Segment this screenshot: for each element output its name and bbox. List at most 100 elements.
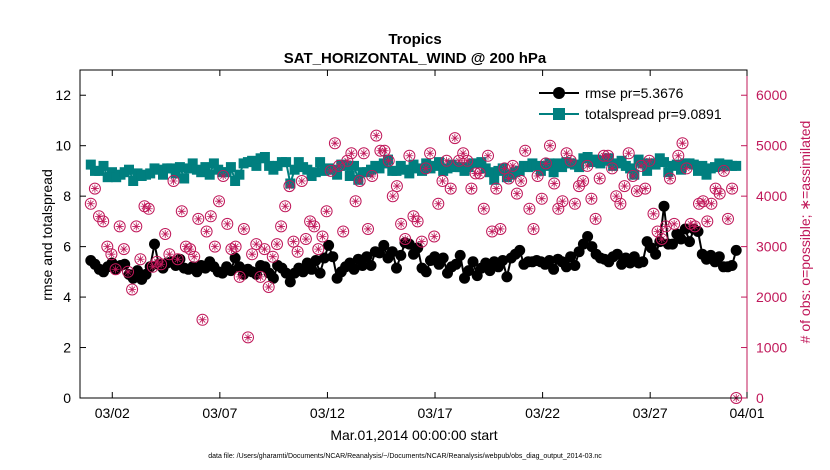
- rmse-point: [348, 263, 360, 275]
- chart-title: Tropics: [388, 31, 441, 48]
- rmse-point: [637, 256, 649, 268]
- obs-count-point: [399, 233, 412, 245]
- obs-count-point: [130, 220, 143, 233]
- obs-count-point: [581, 159, 594, 172]
- obs-count-point: [353, 175, 366, 187]
- obs-count-point: [473, 167, 486, 180]
- rmse-point: [318, 252, 330, 264]
- rmse-point: [225, 265, 237, 277]
- obs-count-point: [664, 172, 676, 185]
- totalspread-point: [247, 155, 258, 166]
- obs-count-point: [320, 205, 333, 218]
- rmse-point: [675, 233, 687, 245]
- rmse-point: [149, 238, 160, 250]
- totalspread-point: [731, 160, 742, 171]
- obs-count-point: [287, 235, 300, 248]
- obs-count-point: [167, 175, 180, 187]
- obs-count-point: [246, 248, 259, 261]
- obs-count-point: [109, 263, 122, 276]
- obs-count-point: [510, 187, 523, 200]
- totalspread-point: [196, 167, 207, 178]
- x-tick-label: 03/02: [95, 405, 130, 421]
- obs-count-point: [519, 144, 532, 157]
- obs-count-point: [705, 197, 718, 210]
- totalspread-point: [688, 159, 699, 170]
- legend-label-totalspread: totalspread pr=9.0891: [585, 106, 722, 122]
- totalspread-point: [434, 157, 444, 168]
- rmse-point: [395, 249, 407, 261]
- obs-count-point: [432, 197, 445, 210]
- totalspread-point: [289, 164, 300, 175]
- y-tick-label: 0: [63, 390, 71, 406]
- y-tick-label-right: 5000: [756, 138, 787, 154]
- totalspread-point: [208, 158, 219, 169]
- obs-count-point: [126, 283, 139, 296]
- obs-count-point: [382, 154, 395, 167]
- obs-count-point: [593, 172, 606, 185]
- obs-count-point: [386, 190, 399, 203]
- obs-count-point: [556, 195, 569, 208]
- obs-count-point: [577, 175, 590, 187]
- x-ticks: 03/02 03/07 03/12 03/17 03/22 03/27 04/01: [95, 70, 765, 421]
- obs-count-point: [655, 233, 668, 245]
- totalspread-point: [417, 165, 427, 176]
- obs-count-point: [275, 220, 288, 233]
- x-tick-label: 03/12: [310, 405, 345, 421]
- totalspread-point: [174, 162, 185, 173]
- totalspread-point: [170, 168, 181, 179]
- rmse-point: [132, 265, 143, 277]
- legend-box: [534, 82, 740, 124]
- obs-count-point: [457, 147, 470, 160]
- obs-count-point: [676, 137, 689, 150]
- obs-count-point: [345, 147, 358, 160]
- totalspread-point: [574, 162, 585, 173]
- legend: rmse pr=5.3676 totalspread pr=9.0891: [534, 82, 740, 124]
- y-tick-label-right: 1000: [756, 340, 787, 356]
- obs-count-point: [204, 210, 217, 223]
- totalspread-point: [310, 167, 321, 178]
- obs-count-point: [196, 313, 209, 326]
- obs-count-point: [254, 270, 267, 283]
- obs-count-point: [643, 154, 656, 167]
- obs-count-point: [192, 212, 205, 225]
- rmse-point: [560, 261, 572, 273]
- rmse-point: [667, 238, 678, 250]
- rmse-point: [229, 252, 241, 264]
- totalspread-point: [98, 160, 109, 171]
- totalspread-point: [642, 165, 653, 176]
- totalspread-point: [548, 167, 559, 178]
- obs-count-point: [84, 197, 97, 210]
- rmse-point: [569, 260, 581, 271]
- totalspread-point: [582, 152, 593, 162]
- obs-count-point: [184, 243, 197, 256]
- obs-count-point: [233, 270, 246, 283]
- rmse-point: [582, 231, 594, 242]
- obs-count-point: [390, 180, 403, 193]
- y-tick-label: 12: [55, 87, 71, 103]
- obs-count-point: [134, 253, 147, 266]
- obs-count-point: [312, 243, 325, 256]
- totalspread-point: [285, 178, 296, 189]
- obs-count-point: [585, 192, 598, 205]
- x-tick-label: 03/17: [417, 405, 452, 421]
- totalspread-point: [200, 162, 211, 173]
- obs-count-point: [349, 195, 362, 208]
- totalspread-point: [625, 163, 636, 174]
- rmse-point: [323, 239, 335, 251]
- obs-count-point: [639, 182, 652, 195]
- obs-count-point: [415, 235, 428, 248]
- obs-count-point: [403, 149, 416, 162]
- obs-count-point: [618, 180, 631, 193]
- obs-count-point: [680, 162, 693, 175]
- obs-count-point: [175, 205, 188, 218]
- rmse-point: [267, 272, 279, 284]
- totalspread-point: [187, 158, 198, 169]
- obs-count-point: [333, 159, 345, 172]
- rmse-point: [310, 255, 322, 266]
- rmse-point: [713, 251, 725, 263]
- rmse-point: [386, 246, 398, 258]
- rmse-point: [361, 251, 373, 263]
- obs-count-point: [494, 223, 507, 235]
- rmse-point: [420, 266, 432, 278]
- totalspread-point: [650, 159, 661, 170]
